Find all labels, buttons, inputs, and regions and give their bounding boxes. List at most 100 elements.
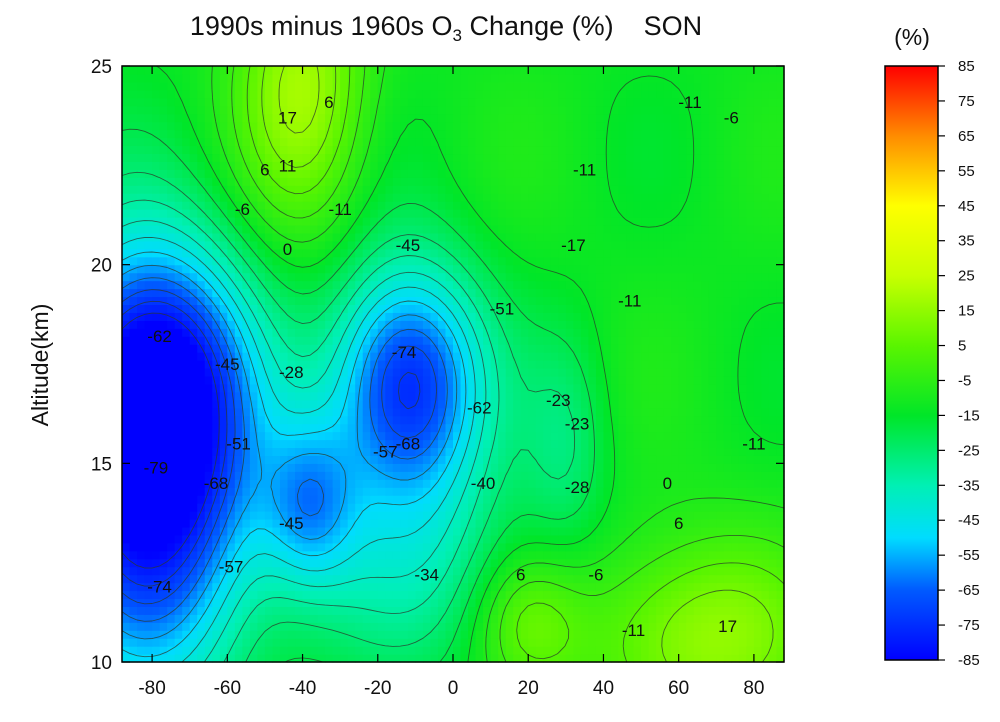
heatmap-cell [257,209,266,218]
heatmap-cell [671,232,680,242]
heatmap-cell [656,479,665,488]
heatmap-cell [197,487,206,496]
heatmap-cell [279,288,289,298]
heatmap-cell [249,566,259,576]
heatmap-cell [550,304,559,313]
heatmap-cell [603,582,612,592]
heatmap-cell [603,534,612,544]
heatmap-cell [460,391,469,401]
heatmap-cell [234,272,243,282]
heatmap-cell [122,550,131,560]
heatmap-cell [723,391,732,401]
heatmap-cell [137,320,146,329]
heatmap-cell [144,606,153,615]
heatmap-cell [340,383,349,393]
heatmap-cell [475,280,484,290]
heatmap-cell [144,566,153,576]
heatmap-cell [550,646,559,655]
heatmap-cell [610,296,620,305]
heatmap-cell [663,471,672,480]
heatmap-cell [257,272,266,282]
heatmap-cell [626,399,635,409]
heatmap-cell [310,415,319,425]
heatmap-cell [550,487,559,496]
heatmap-cell [580,391,590,401]
heatmap-cell [370,423,379,433]
heatmap-cell [746,439,755,449]
heatmap-cell [385,550,394,560]
heatmap-cell [610,622,620,631]
heatmap-cell [137,614,146,623]
heatmap-cell [768,638,778,647]
heatmap-cell [182,336,191,345]
heatmap-cell [249,471,259,480]
heatmap-cell [385,375,394,385]
heatmap-cell [483,391,492,401]
heatmap-cell [656,391,665,401]
heatmap-cell [445,336,454,345]
heatmap-cell [189,224,198,234]
heatmap-cell [144,423,153,433]
heatmap-cell [738,344,747,353]
heatmap-cell [302,415,311,425]
heatmap-cell [701,630,710,639]
heatmap-cell [761,272,770,282]
heatmap-cell [558,503,567,512]
heatmap-cell [693,328,702,337]
heatmap-cell [137,638,146,647]
heatmap-cell [768,383,778,393]
heatmap-cell [498,288,507,298]
heatmap-cell [310,367,319,377]
heatmap-cell [453,646,462,655]
heatmap-cell [468,590,477,600]
heatmap-cell [580,518,590,528]
heatmap-cell [279,518,289,528]
heatmap-cell [483,312,492,321]
heatmap-cell [746,272,755,282]
heatmap-cell [558,558,567,568]
heatmap-cell [264,542,274,552]
heatmap-cell [693,479,702,488]
heatmap-cell [633,232,642,242]
heatmap-cell [287,423,296,433]
heatmap-cell [498,336,507,345]
heatmap-cell [347,296,356,305]
heatmap-cell [468,558,477,568]
heatmap-cell [731,598,740,607]
heatmap-cell [287,622,296,631]
heatmap-cell [347,304,356,313]
heatmap-cell [671,646,680,655]
heatmap-cell [520,542,529,552]
heatmap-cell [768,439,778,449]
heatmap-cell [468,495,477,504]
heatmap-cell [580,479,590,488]
heatmap-cell [520,526,529,536]
heatmap-cell [174,550,183,560]
heatmap-cell [535,399,544,409]
heatmap-cell [776,423,785,433]
heatmap-cell [182,391,191,401]
heatmap-cell [279,367,289,377]
heatmap-cell [656,495,665,504]
heatmap-cell [227,574,236,584]
heatmap-cell [768,558,778,568]
heatmap-cell [475,391,484,401]
heatmap-cell [738,487,747,496]
heatmap-cell [513,439,522,449]
heatmap-cell [287,447,296,456]
heatmap-cell [264,280,274,290]
heatmap-cell [204,447,213,456]
heatmap-cell [279,622,289,631]
heatmap-cell [588,232,597,242]
heatmap-cell [219,240,228,250]
heatmap-cell [701,511,710,520]
heatmap-cell [618,503,627,512]
heatmap-cell [355,240,364,250]
heatmap-cell [483,375,492,385]
heatmap-cell [708,630,717,639]
heatmap-cell [693,511,702,520]
heatmap-cell [362,654,371,663]
heatmap-cell [242,352,251,361]
heatmap-cell [174,439,183,449]
heatmap-cell [325,407,334,417]
